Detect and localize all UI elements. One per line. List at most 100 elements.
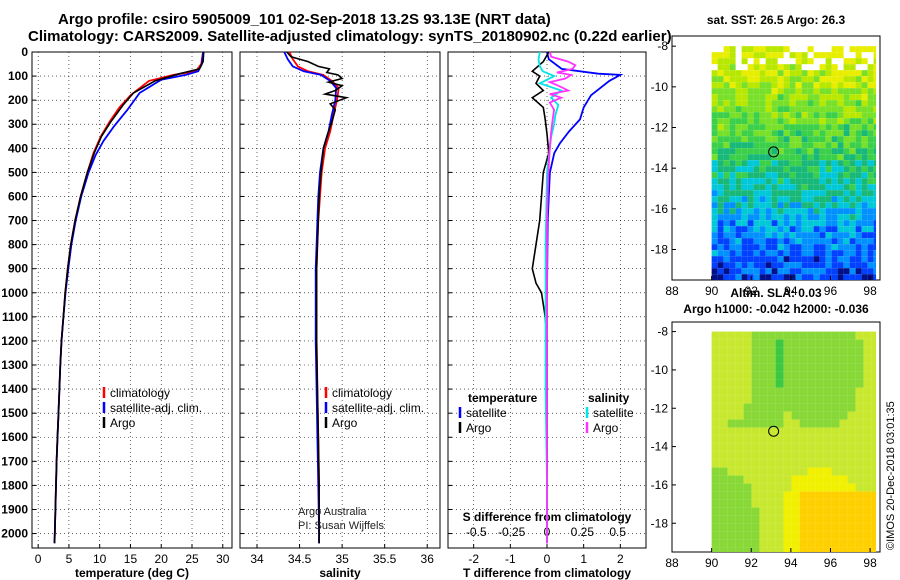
map-cell	[727, 515, 736, 524]
map-cell	[831, 523, 840, 532]
map-cell	[849, 262, 856, 269]
map-cell	[825, 106, 832, 113]
map-cell	[717, 136, 724, 143]
map-cell	[799, 483, 808, 492]
map-cell	[831, 475, 840, 484]
map-cell	[861, 142, 868, 149]
map-cell	[839, 363, 848, 372]
map-cell	[783, 443, 792, 452]
map-cell	[711, 515, 720, 524]
map-cell	[783, 148, 790, 155]
map-cell	[837, 232, 844, 239]
map-cell	[747, 220, 754, 227]
map-cell	[741, 220, 748, 227]
map-cell	[863, 443, 872, 452]
map-cell	[843, 244, 850, 251]
map-cell	[783, 190, 790, 197]
map-cell	[801, 250, 808, 257]
x-tick-label: 34	[250, 552, 264, 566]
map-cell	[791, 483, 800, 492]
map-cell	[873, 76, 877, 83]
map-cell	[815, 363, 824, 372]
map-cell	[771, 136, 778, 143]
map-cell	[861, 154, 868, 161]
map-cell	[717, 100, 724, 107]
map-cell	[729, 76, 736, 83]
map-cell	[777, 148, 784, 155]
x-axis-label: salinity	[319, 566, 361, 580]
map-cell	[801, 124, 808, 131]
map-cell	[819, 148, 826, 155]
map-cell	[825, 166, 832, 173]
map-cell	[867, 274, 874, 280]
map-cell	[727, 443, 736, 452]
map-cell	[759, 459, 768, 468]
map-cell	[727, 419, 736, 428]
map-cell	[759, 94, 766, 101]
map-cell	[789, 238, 796, 245]
map-cell	[807, 130, 814, 137]
map-cell	[767, 451, 776, 460]
map-cell	[777, 46, 784, 53]
map-cell	[771, 202, 778, 209]
map-cell	[711, 226, 718, 233]
map-cell	[807, 238, 814, 245]
map-cell	[711, 427, 720, 436]
map-cell	[807, 547, 816, 552]
map-cell	[791, 363, 800, 372]
map-cell	[807, 523, 816, 532]
map-cell	[783, 435, 792, 444]
map-cell	[771, 76, 778, 83]
map-cell	[855, 250, 862, 257]
map-cell	[815, 515, 824, 524]
map-cell	[807, 124, 814, 131]
map-cell	[867, 70, 874, 77]
map-cell	[873, 52, 877, 59]
map-cell	[855, 475, 864, 484]
map-cell	[871, 363, 877, 372]
map-cell	[863, 355, 872, 364]
map-cell	[799, 459, 808, 468]
map-cell	[735, 395, 744, 404]
map-cell	[795, 190, 802, 197]
map-cell	[867, 160, 874, 167]
map-cell	[765, 214, 772, 221]
map-cell	[847, 411, 856, 420]
map-cell	[801, 262, 808, 269]
x-tick-label: 20	[155, 552, 169, 566]
map-cell	[751, 371, 760, 380]
map-cell	[741, 262, 748, 269]
map-cell	[783, 379, 792, 388]
map-cell	[741, 184, 748, 191]
map-cell	[815, 387, 824, 396]
map-cell	[711, 214, 718, 221]
map-cell	[735, 531, 744, 540]
map-cell	[861, 166, 868, 173]
map-cell	[777, 262, 784, 269]
map-cell	[771, 94, 778, 101]
map-cell	[871, 355, 877, 364]
x-tick-label: 34.5	[288, 552, 312, 566]
map-cell	[801, 268, 808, 275]
map-cell	[717, 154, 724, 161]
map-cell	[775, 395, 784, 404]
map-cell	[771, 106, 778, 113]
map-cell	[825, 190, 832, 197]
map-cell	[837, 142, 844, 149]
map-cell	[771, 172, 778, 179]
map-cell	[855, 491, 864, 500]
map-cell	[765, 166, 772, 173]
map-cell	[711, 106, 718, 113]
map-cell	[723, 256, 730, 263]
map-cell	[771, 184, 778, 191]
map-cell	[813, 172, 820, 179]
map-cell	[727, 467, 736, 476]
map-cell	[823, 523, 832, 532]
map-cell	[767, 443, 776, 452]
map-cell	[711, 220, 718, 227]
map-cell	[759, 130, 766, 137]
map-cell	[777, 238, 784, 245]
map-cell	[847, 395, 856, 404]
map-cell	[839, 379, 848, 388]
map-cell	[799, 531, 808, 540]
